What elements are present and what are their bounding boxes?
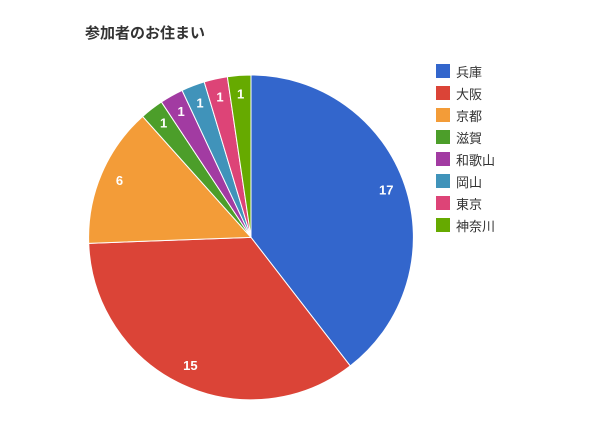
svg-text:17: 17 <box>379 183 393 198</box>
svg-text:15: 15 <box>183 358 197 373</box>
svg-text:6: 6 <box>116 173 123 188</box>
svg-text:1: 1 <box>196 95 203 110</box>
svg-text:1: 1 <box>177 104 184 119</box>
svg-text:1: 1 <box>216 89 223 104</box>
svg-text:1: 1 <box>237 86 244 101</box>
svg-text:1: 1 <box>160 116 167 131</box>
